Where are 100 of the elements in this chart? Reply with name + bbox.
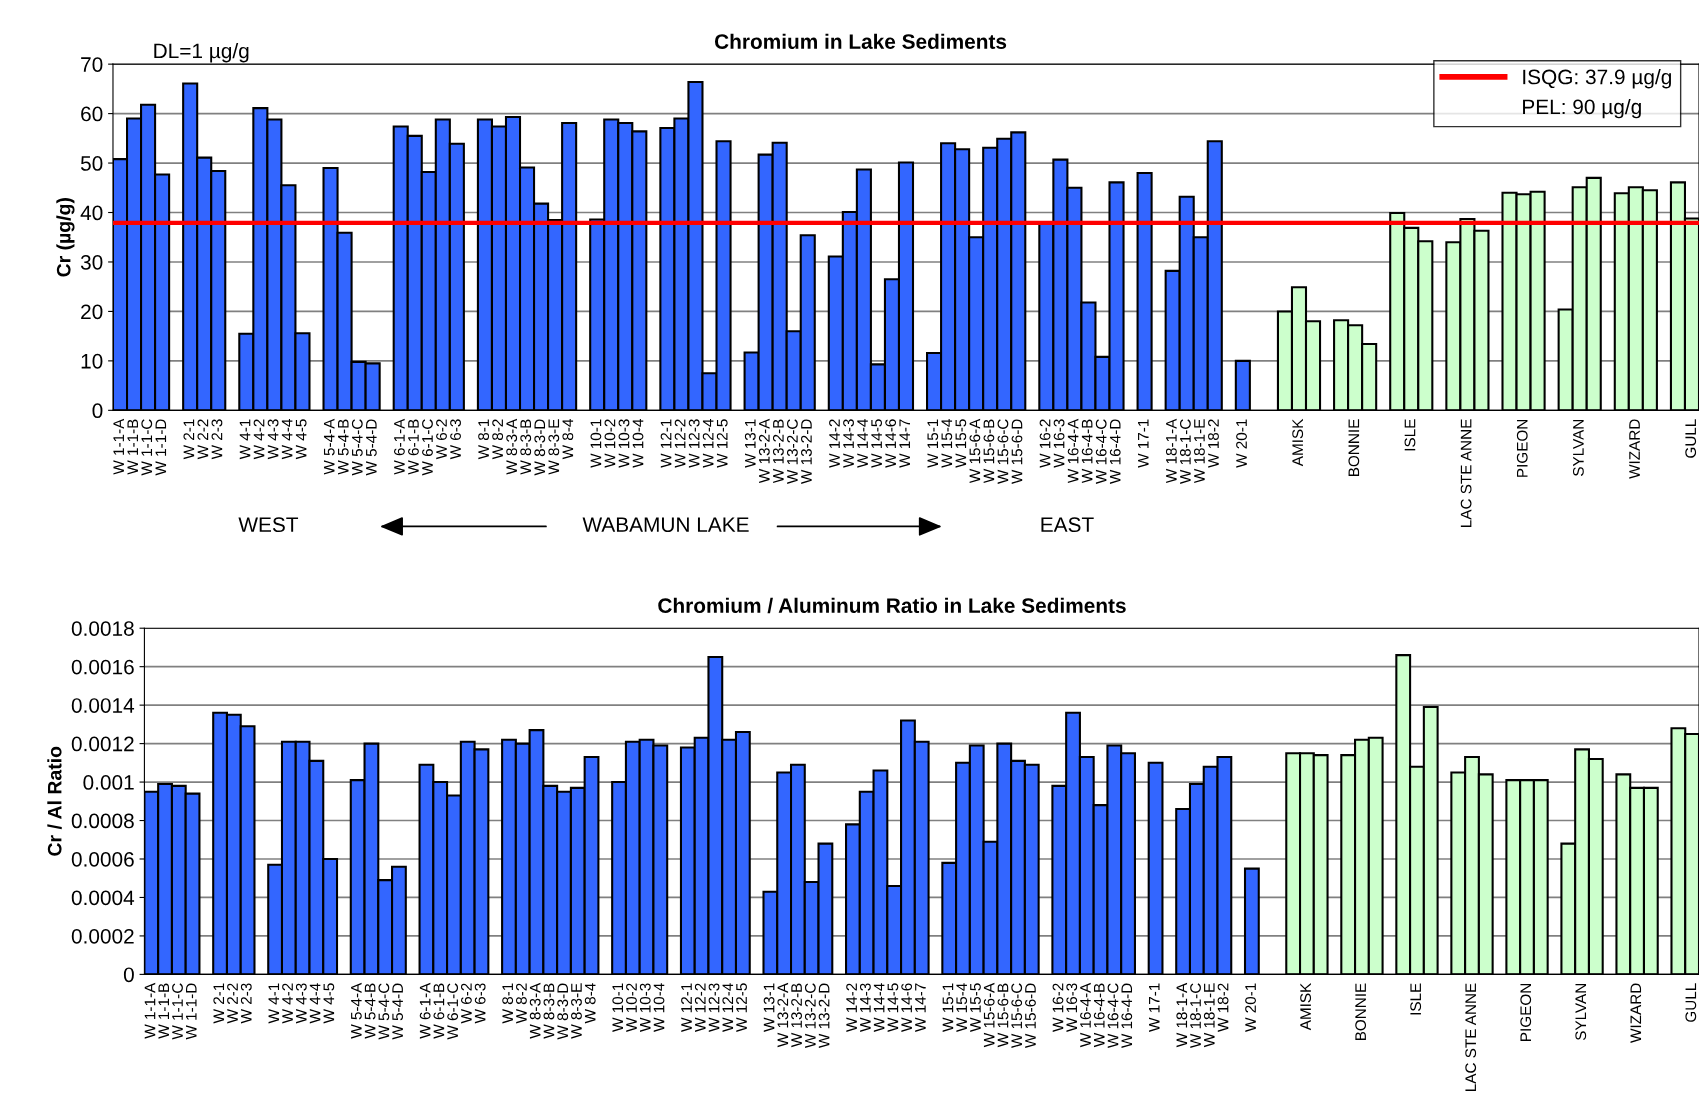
y-tick-label: 0.0002: [71, 928, 134, 944]
y-axis-title: Cr (µg/g): [56, 198, 75, 277]
x-tick-label: W 1-1-C: [141, 419, 153, 476]
x-tick-label: W 6-1-C: [422, 419, 433, 476]
x-tick-label: W 5-4-D: [366, 419, 377, 476]
x-tick-label: W 13-2-C: [786, 419, 798, 484]
x-tick-label: W 15-5: [955, 419, 967, 468]
x-tick-label: W 1-1-B: [127, 419, 138, 475]
x-tick-label: SYLVAN: [1572, 419, 1584, 476]
x-tick-label: W 5-4-C: [351, 419, 363, 476]
x-tick-label: W 8-2: [516, 983, 527, 1024]
x-tick-label: W 8-1: [502, 983, 514, 1024]
annotation: PEL: 90 µg/g: [1523, 98, 1641, 119]
x-tick-label: W 16-4-D: [1109, 419, 1121, 484]
x-tick-label: W 8-3-D: [557, 983, 569, 1040]
x-tick-label: W 14-7: [915, 983, 926, 1032]
x-tick-label: W 8-4: [584, 983, 596, 1024]
x-tick-label: W 13-2-D: [818, 983, 830, 1049]
x-tick-label: WIZARD: [1629, 419, 1640, 479]
x-tick-label: W 4-3: [267, 419, 279, 460]
x-tick-label: W 4-4: [281, 419, 293, 460]
text: DL=1 µg/g: [154, 43, 249, 63]
x-tick-label: W 14-6: [885, 419, 897, 468]
x-tick-label: W 6-1-B: [408, 419, 419, 475]
x-tick-label: W 16-3: [1066, 983, 1078, 1032]
text: EAST: [1041, 517, 1094, 533]
y-tick-label: 0.0018: [71, 621, 134, 636]
x-tick-label: W 14-3: [843, 419, 854, 468]
x-tick-label: GULL: [1685, 983, 1697, 1022]
y-tick-label: 0.001: [83, 775, 134, 790]
x-tick-label: W 15-6-D: [1011, 419, 1023, 484]
x-tick-label: W 16-4-A: [1080, 982, 1091, 1048]
x-tick-label: W 14-5: [871, 419, 883, 468]
x-tick-label: W 14-7: [899, 419, 910, 468]
y-tick-label: 70: [81, 57, 103, 72]
y-tick-label: 60: [81, 106, 103, 122]
x-tick-label: W 6-1-C: [447, 983, 459, 1040]
x-tick-label: W 12-5: [736, 983, 747, 1032]
y-tick-label: 50: [80, 156, 103, 171]
x-tick-label: W 8-3-A: [506, 418, 518, 475]
x-tick-label: W 14-4: [873, 983, 885, 1032]
x-tick-label: W 15-4: [941, 419, 953, 468]
x-tick-label: GULL: [1685, 419, 1697, 458]
x-tick-label: W 10-3: [639, 983, 651, 1032]
x-tick-label: W 14-4: [857, 419, 868, 468]
x-tick-label: W 17-1: [1138, 419, 1149, 468]
y-tick-label: 10: [81, 353, 103, 369]
x-tick-label: PIGEON: [1520, 983, 1532, 1041]
x-tick-label: W 18-1-A: [1165, 418, 1177, 484]
x-tick-label: PIGEON: [1516, 419, 1528, 477]
x-tick-label: W 13-1: [763, 983, 775, 1032]
x-tick-label: W 2-2: [227, 983, 238, 1024]
x-tick-label: BONNIE: [1355, 983, 1367, 1041]
x-tick-label: W 5-4-A: [323, 418, 335, 475]
x-tick-label: W 1-1-B: [158, 983, 169, 1039]
text: WABAMUN LAKE: [582, 517, 749, 533]
x-tick-label: W 8-3-B: [543, 983, 555, 1039]
y-tick-label: 20: [81, 304, 103, 320]
x-tick-label: W 16-3: [1053, 419, 1065, 468]
y-tick-label: 40: [80, 205, 103, 221]
x-tick-label: W 15-5: [970, 983, 981, 1032]
x-tick-label: W 6-1-A: [393, 418, 405, 475]
x-tick-label: AMISK: [1292, 418, 1304, 467]
x-tick-label: W 12-2: [674, 419, 686, 468]
x-tick-label: W 15-6-A: [983, 982, 995, 1048]
x-tick-label: W 1-1-D: [186, 983, 197, 1040]
x-tick-label: W 18-1-C: [1179, 419, 1191, 484]
y-tick-label: 0: [123, 967, 134, 983]
x-tick-label: W 2-3: [240, 983, 252, 1024]
legend-label: ISQG: 37.9 µg/g: [1523, 69, 1671, 89]
x-tick-label: W 10-2: [626, 983, 637, 1032]
x-tick-label: W 1-1-D: [155, 419, 167, 476]
x-tick-label: W 6-3: [450, 419, 461, 460]
y-tick-label: 0.0014: [71, 698, 135, 713]
x-tick-label: W 4-2: [253, 419, 265, 460]
y-tick-label: 0.0008: [71, 813, 134, 829]
x-tick-label: W 16-4-C: [1107, 983, 1119, 1049]
x-tick-label: W 1-1-C: [172, 983, 183, 1040]
x-tick-label: W 1-1-A: [113, 418, 124, 475]
x-tick-label: W 14-5: [887, 983, 899, 1032]
x-tick-label: W 12-2: [694, 983, 706, 1032]
x-tick-label: W 5-4-B: [338, 419, 349, 475]
x-tick-label: W 5-4-C: [378, 983, 390, 1040]
x-tick-label: W 4-1: [268, 983, 280, 1024]
x-tick-label: W 15-1: [927, 419, 939, 468]
x-tick-label: W 10-1: [590, 419, 602, 468]
x-tick-label: W 13-2-B: [791, 983, 802, 1048]
x-tick-label: LAC STE ANNE: [1460, 419, 1472, 527]
x-tick-label: W 4-5: [323, 983, 335, 1024]
x-tick-label: W 10-4: [653, 983, 665, 1032]
x-tick-label: W 15-6-C: [997, 419, 1009, 484]
x-tick-label: W 6-2: [461, 983, 472, 1024]
x-tick-label: W 10-4: [632, 419, 644, 468]
x-tick-label: W 15-1: [942, 983, 954, 1032]
x-tick-label: W 13-1: [744, 419, 756, 468]
x-tick-label: AMISK: [1300, 982, 1312, 1031]
x-tick-label: ISLE: [1404, 419, 1416, 451]
x-tick-label: W 5-4-D: [392, 983, 404, 1040]
y-axis-title: Cr / Al Ratio: [47, 746, 62, 856]
x-tick-label: W 14-3: [859, 983, 871, 1032]
